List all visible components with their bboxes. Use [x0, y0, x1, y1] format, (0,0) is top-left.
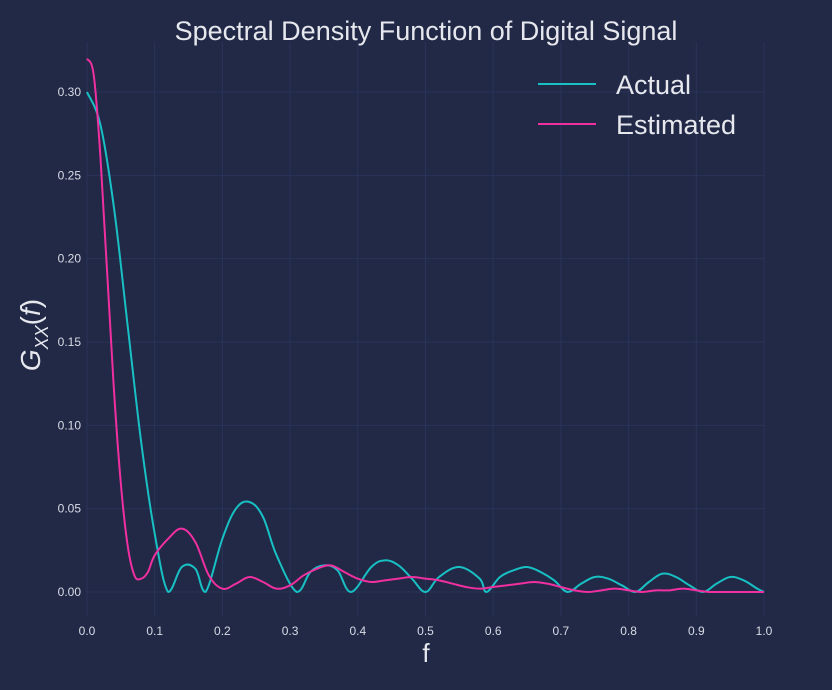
svg-text:GXX(f): GXX(f): [15, 299, 52, 371]
x-tick-label: 0.2: [214, 624, 231, 638]
legend: Actual Estimated: [538, 70, 736, 140]
legend-label-actual: Actual: [616, 70, 691, 100]
x-tick-label: 0.8: [620, 624, 637, 638]
series-line-estimated: [86, 58, 764, 593]
plot-series: [86, 58, 765, 593]
y-tick-label: 0.20: [58, 252, 82, 266]
y-axis-ticks: 0.00 0.05 0.10 0.15 0.20 0.25 0.30: [58, 85, 82, 599]
x-tick-label: 0.4: [349, 624, 366, 638]
x-tick-label: 0.5: [417, 624, 434, 638]
x-tick-label: 1.0: [756, 624, 773, 638]
y-tick-label: 0.10: [58, 418, 82, 432]
y-tick-label: 0.15: [58, 335, 82, 349]
x-tick-label: 0.1: [146, 624, 163, 638]
chart-title: Spectral Density Function of Digital Sig…: [175, 16, 678, 46]
x-axis-label: f: [422, 638, 430, 668]
y-tick-label: 0.25: [58, 168, 82, 182]
y-tick-label: 0.30: [58, 85, 82, 99]
y-tick-label: 0.05: [58, 502, 82, 516]
x-tick-label: 0.0: [79, 624, 96, 638]
x-axis-ticks: 0.0 0.1 0.2 0.3 0.4 0.5 0.6 0.7 0.8 0.9 1.0: [79, 624, 773, 638]
y-axis-label: GXX(f): [15, 299, 52, 371]
x-tick-label: 0.7: [553, 624, 570, 638]
y-tick-label: 0.00: [58, 585, 82, 599]
grid-lines: [86, 42, 765, 617]
x-tick-label: 0.9: [688, 624, 705, 638]
series-line-actual: [86, 91, 765, 593]
legend-label-estimated: Estimated: [616, 110, 736, 140]
x-tick-label: 0.3: [282, 624, 299, 638]
x-tick-label: 0.6: [485, 624, 502, 638]
